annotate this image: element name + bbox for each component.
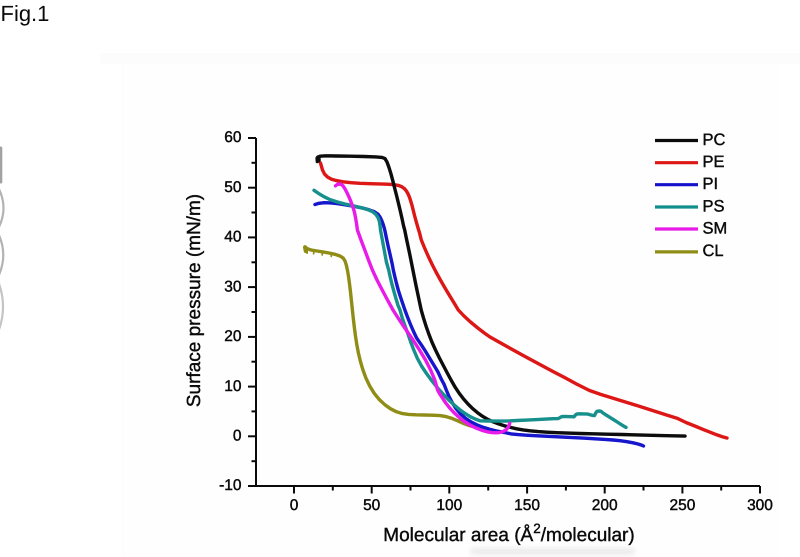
svg-text:PS: PS	[703, 197, 725, 215]
svg-text:150: 150	[514, 497, 540, 514]
svg-text:40: 40	[224, 229, 242, 246]
svg-text:250: 250	[669, 497, 695, 514]
svg-text:Molecular area (Å2/molecular): Molecular area (Å2/molecular)	[383, 521, 634, 546]
svg-text:100: 100	[436, 497, 462, 514]
svg-text:CL: CL	[703, 242, 724, 260]
svg-text:0: 0	[233, 428, 242, 445]
svg-text:PC: PC	[703, 131, 726, 149]
svg-text:SM: SM	[703, 219, 728, 237]
svg-text:20: 20	[224, 328, 242, 345]
svg-text:Surface pressure (mN/m): Surface pressure (mN/m)	[184, 194, 205, 407]
svg-text:-10: -10	[219, 477, 242, 494]
svg-text:0: 0	[290, 497, 299, 514]
svg-text:300: 300	[747, 497, 773, 514]
svg-text:50: 50	[224, 179, 242, 196]
svg-text:30: 30	[224, 278, 242, 295]
svg-text:50: 50	[363, 497, 381, 514]
svg-text:10: 10	[224, 378, 242, 395]
svg-text:200: 200	[592, 497, 618, 514]
svg-text:PI: PI	[703, 175, 719, 193]
svg-text:PE: PE	[703, 153, 725, 171]
svg-text:60: 60	[224, 129, 242, 146]
